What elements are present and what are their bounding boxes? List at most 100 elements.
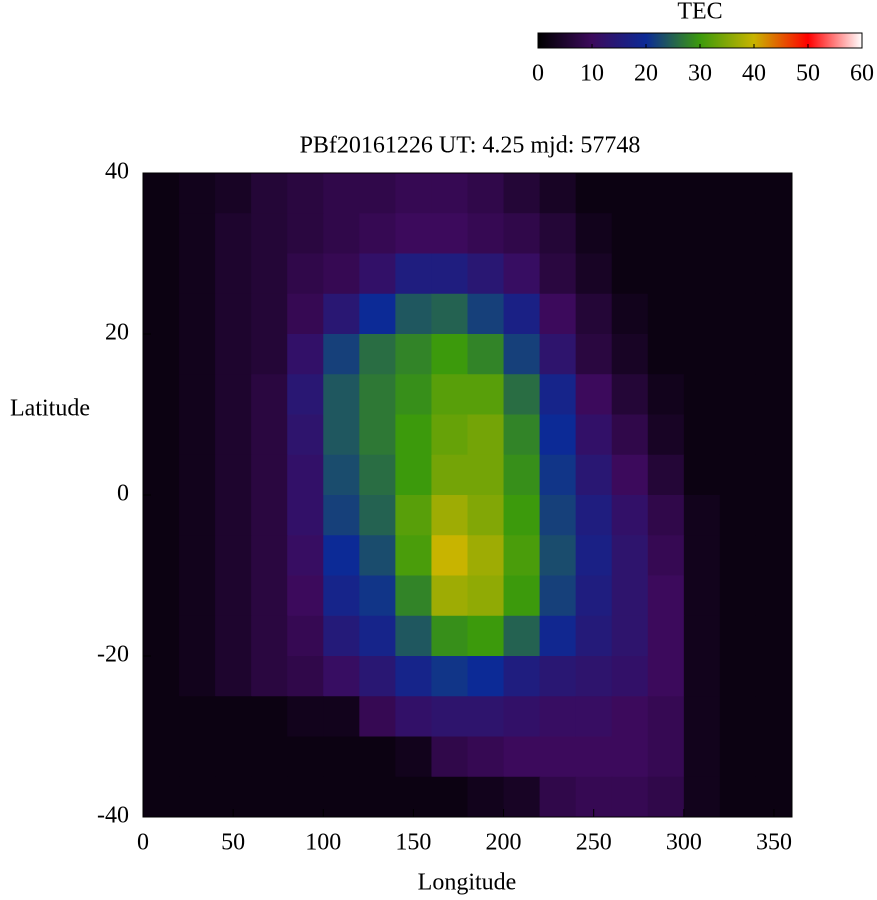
heatmap-cell	[611, 293, 649, 335]
heatmap-cell	[647, 253, 685, 295]
heatmap-cell	[215, 454, 252, 496]
heatmap-cell	[287, 575, 324, 617]
heatmap-cell	[467, 575, 505, 617]
heatmap-cell	[179, 334, 216, 375]
heatmap-cell	[539, 374, 577, 415]
heatmap-cell	[683, 414, 721, 456]
heatmap-cell	[359, 535, 396, 576]
heatmap-cell	[755, 696, 793, 737]
heatmap-cell	[467, 776, 505, 818]
heatmap-cell	[755, 293, 793, 335]
heatmap-cell	[431, 173, 468, 214]
heatmap-cell	[323, 615, 360, 657]
heatmap-cell	[251, 374, 288, 415]
heatmap-cell	[611, 535, 649, 576]
heatmap-cell	[179, 535, 216, 576]
heatmap-cell	[431, 776, 468, 818]
heatmap-cell	[251, 495, 288, 536]
heatmap-cell	[359, 454, 396, 496]
heatmap-cell	[143, 696, 180, 737]
heatmap-cell	[323, 293, 360, 335]
heatmap-cell	[647, 575, 685, 617]
heatmap-cell	[503, 615, 541, 657]
heatmap-cell	[683, 334, 721, 375]
heatmap-cell	[683, 535, 721, 576]
heatmap-cell	[287, 615, 324, 657]
heatmap-cell	[359, 253, 396, 295]
heatmap-cell	[179, 495, 216, 536]
heatmap-cell	[647, 535, 685, 576]
heatmap-cell	[719, 293, 757, 335]
heatmap-cell	[287, 495, 324, 536]
heatmap-cell	[575, 615, 613, 657]
colorbar-tick-label: 60	[850, 61, 874, 87]
y-tick-label: 20	[105, 320, 129, 346]
heatmap-cell	[755, 454, 793, 496]
x-tick-label: 150	[395, 830, 431, 856]
heatmap-cell	[395, 414, 432, 456]
heatmap-cell	[287, 696, 324, 737]
colorbar-tick-label: 30	[688, 61, 712, 87]
x-tick-label: 300	[666, 830, 702, 856]
heatmap-cell	[467, 334, 505, 375]
heatmap-cell	[575, 293, 613, 335]
heatmap-cell	[215, 213, 252, 254]
heatmap-cell	[359, 575, 396, 617]
heatmap-cell	[503, 293, 541, 335]
heatmap-cell	[215, 374, 252, 415]
heatmap-cell	[359, 736, 396, 778]
heatmap-cell	[611, 615, 649, 657]
heatmap-cell	[287, 535, 324, 576]
heatmap-cell	[683, 696, 721, 737]
heatmap-cell	[323, 656, 360, 697]
heatmap-cell	[467, 535, 505, 576]
x-tick-label: 0	[137, 830, 149, 856]
heatmap-cell	[323, 495, 360, 536]
heatmap-cell	[143, 575, 180, 617]
heatmap-cell	[611, 454, 649, 496]
heatmap-cell	[467, 656, 505, 697]
heatmap-cell	[539, 696, 577, 737]
heatmap-cell	[323, 535, 360, 576]
heatmap-cell	[359, 615, 396, 657]
heatmap-cell	[575, 495, 613, 536]
heatmap-cell	[431, 696, 468, 737]
heatmap-cell	[647, 776, 685, 818]
heatmap-cell	[323, 213, 360, 254]
heatmap-cell	[575, 656, 613, 697]
heatmap-cell	[179, 656, 216, 697]
heatmap-cell	[359, 776, 396, 818]
heatmap-cell	[647, 374, 685, 415]
heatmap-cell	[179, 173, 216, 214]
heatmap-cell	[683, 454, 721, 496]
heatmap-cell	[251, 615, 288, 657]
heatmap-cell	[251, 213, 288, 254]
heatmap-cell	[719, 414, 757, 456]
heatmap-cell	[503, 575, 541, 617]
heatmap-cell	[683, 776, 721, 818]
heatmap-cell	[575, 213, 613, 254]
heatmap-cell	[251, 173, 288, 214]
heatmap-cell	[287, 334, 324, 375]
heatmap-cell	[755, 334, 793, 375]
heatmap-cell	[323, 253, 360, 295]
heatmap-cell	[143, 253, 180, 295]
colorbar-tick-label: 0	[532, 61, 544, 87]
heatmap-cell	[755, 495, 793, 536]
heatmap-cell	[215, 575, 252, 617]
heatmap-cell	[503, 535, 541, 576]
heatmap-cell	[323, 374, 360, 415]
heatmap-cell	[323, 776, 360, 818]
heatmap-cell	[251, 575, 288, 617]
x-tick-label: 200	[486, 830, 522, 856]
heatmap-cell	[575, 575, 613, 617]
heatmap-cell	[611, 736, 649, 778]
heatmap-cell	[287, 253, 324, 295]
heatmap-cell	[539, 293, 577, 335]
heatmap-cell	[323, 454, 360, 496]
heatmap-cell	[143, 736, 180, 778]
heatmap-cell	[467, 213, 505, 254]
heatmap-cell	[179, 454, 216, 496]
heatmap-cell	[431, 334, 468, 375]
